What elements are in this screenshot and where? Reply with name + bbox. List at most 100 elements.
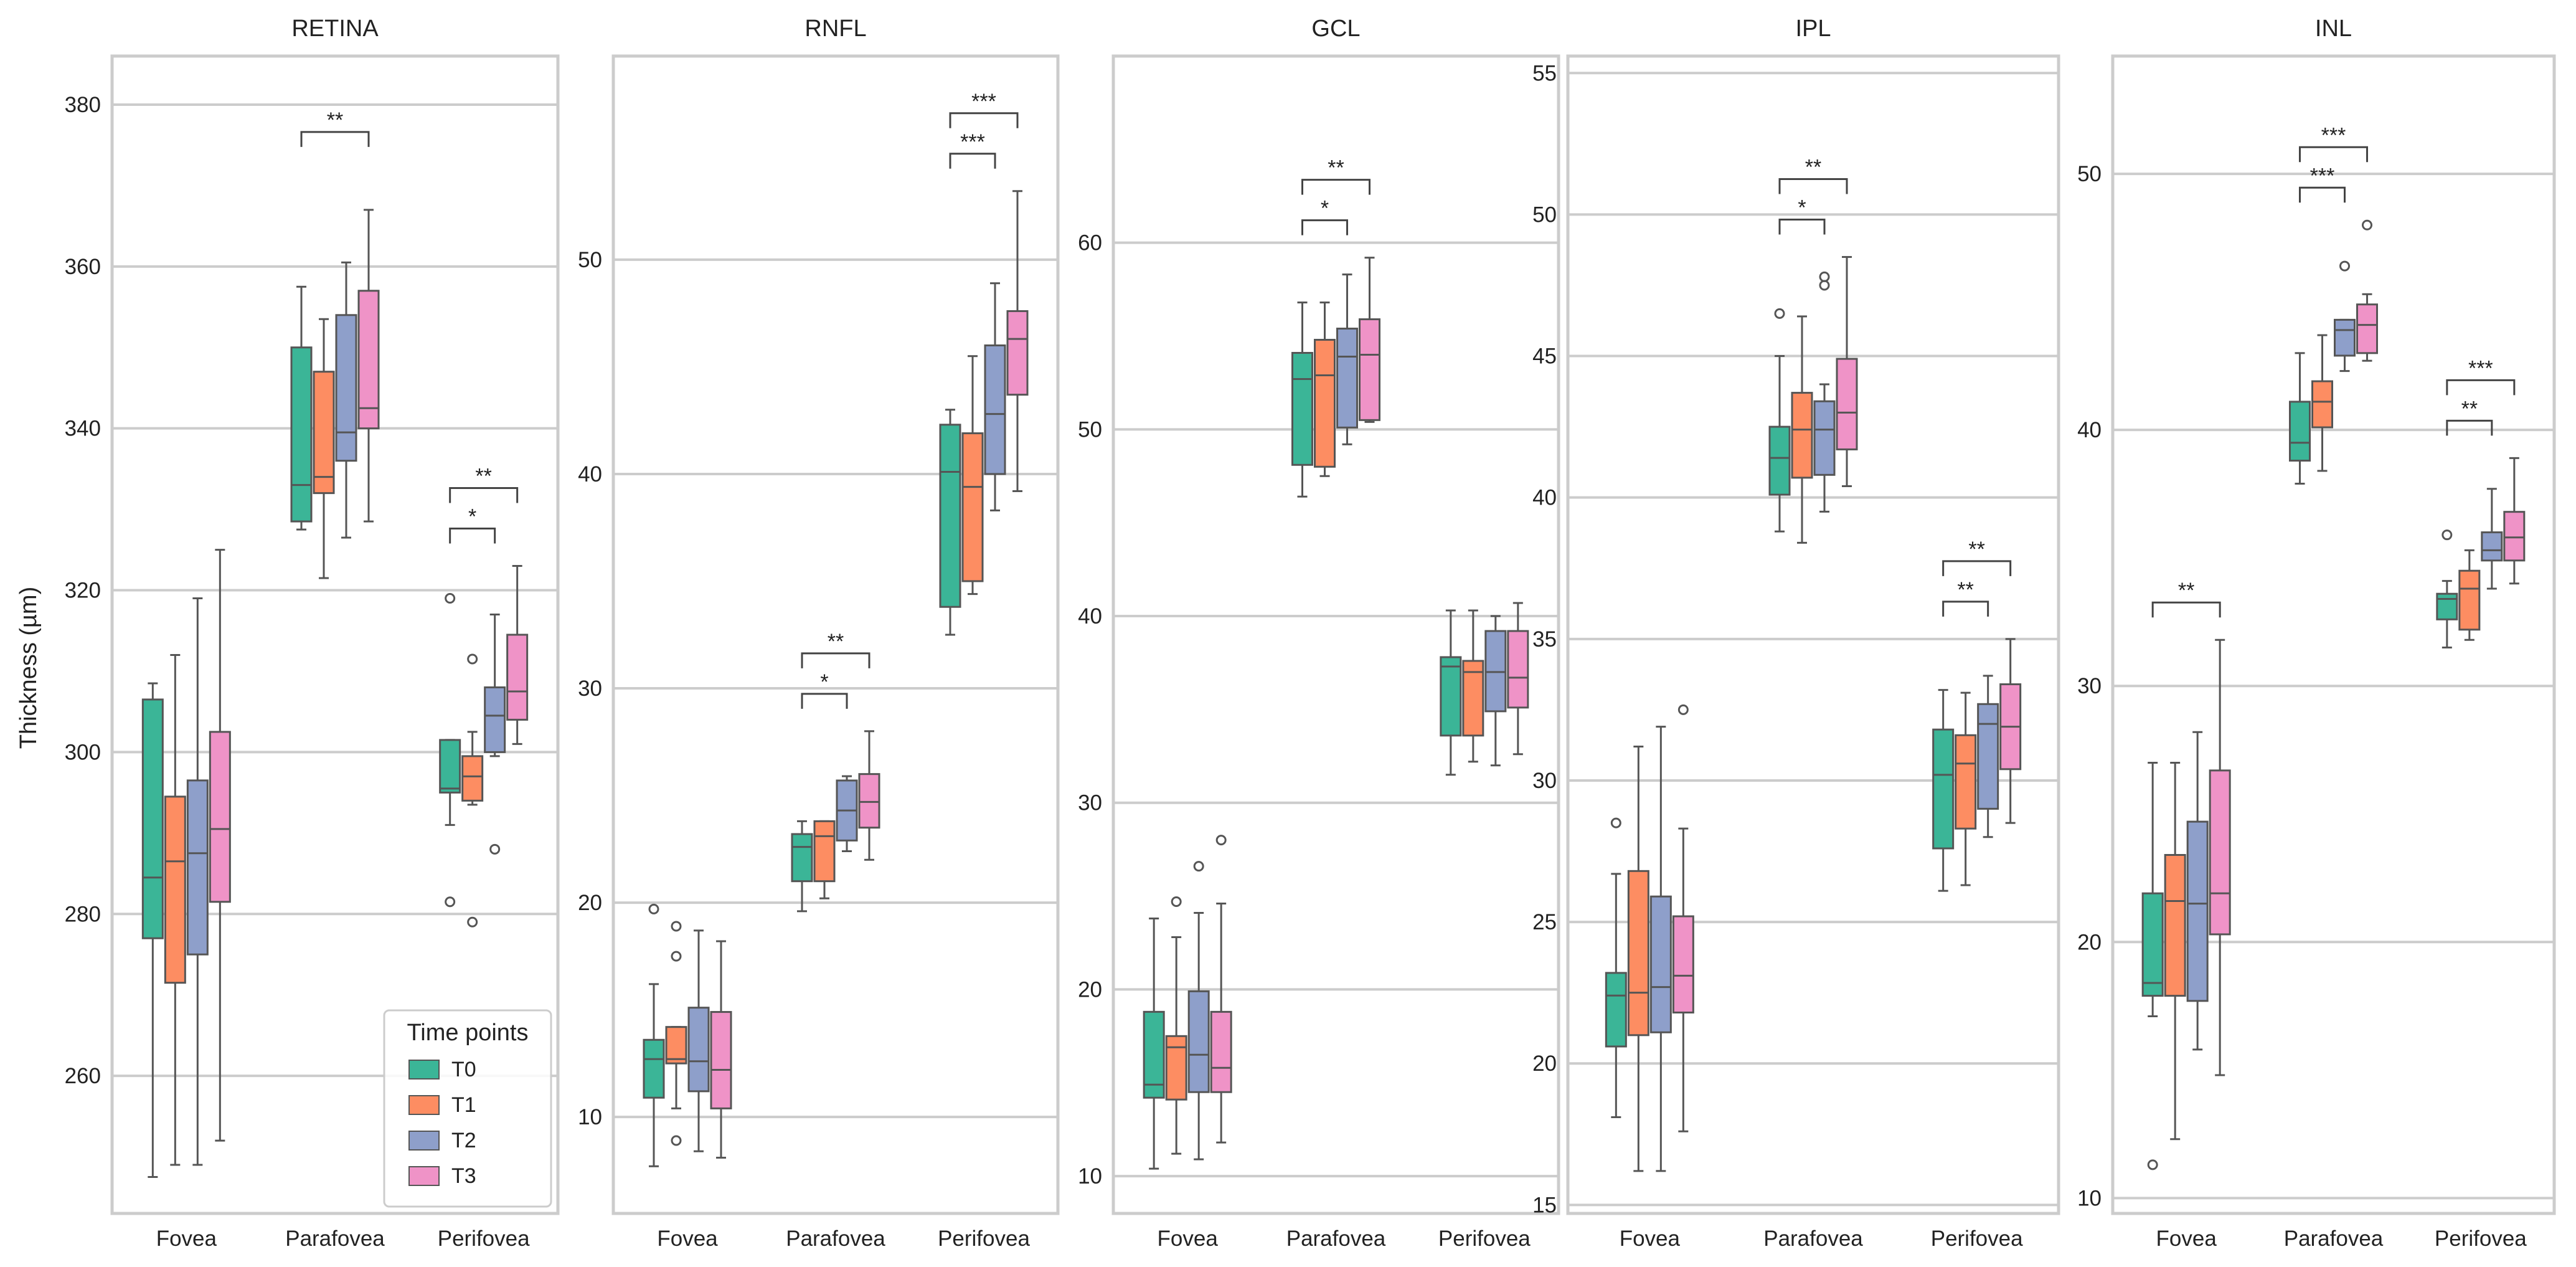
bracket-line [2299, 186, 2346, 203]
y-tick-label: 50 [1532, 202, 1557, 227]
box-parafovea-t1 [1314, 301, 1336, 477]
y-tick-label: 10 [2077, 1186, 2102, 1210]
y-tick-label: 55 [1532, 61, 1557, 85]
box-iqr [984, 344, 1006, 475]
outlier-point [648, 903, 659, 914]
x-tick-label: Perifovea [2435, 1227, 2527, 1251]
x-tick-label: Perifovea [1931, 1227, 2023, 1251]
significance-bracket: ** [801, 630, 870, 668]
panel-frame [1111, 54, 1560, 1215]
significance-label: * [468, 505, 476, 529]
panel-frame [611, 54, 1060, 1215]
box-iqr [665, 1026, 687, 1065]
box-iqr [141, 698, 164, 939]
box-iqr [1314, 339, 1336, 468]
box-perifovea-t1 [1462, 609, 1484, 763]
box-perifovea-t0 [439, 593, 461, 908]
outlier-point [1677, 704, 1689, 715]
box-iqr [2334, 318, 2356, 357]
y-tick-label: 60 [1078, 231, 1102, 255]
x-tick-label: Parafovea [285, 1227, 385, 1251]
box-parafovea-t2 [335, 261, 357, 539]
box-iqr [1336, 328, 1358, 429]
box-iqr [791, 833, 813, 883]
box-iqr [1359, 318, 1380, 421]
box-fovea-t2 [687, 929, 710, 1152]
box-parafovea-t0 [791, 820, 813, 913]
y-tick-label: 35 [1532, 627, 1557, 652]
box-iqr [209, 731, 231, 903]
box-iqr [2311, 380, 2333, 429]
box-iqr [1627, 870, 1649, 1037]
box-parafovea-t2 [1336, 273, 1358, 445]
y-tick-label: 260 [65, 1064, 101, 1088]
box-parafovea-t3 [1359, 257, 1380, 423]
x-tick-label: Fovea [1158, 1227, 1219, 1251]
panel-frame [110, 54, 560, 1215]
box-iqr [1291, 351, 1313, 466]
box-iqr [2481, 531, 2503, 562]
outlier-point [2442, 529, 2453, 541]
significance-label: * [820, 670, 828, 694]
box-parafovea-t3 [357, 209, 380, 523]
panels: 260 280 300 320 340 360 380 RETINA Fovea Parafove… [65, 16, 2556, 1251]
outlier-point [1774, 308, 1785, 319]
box-fovea-t1 [2164, 762, 2186, 1141]
y-tick-label: 340 [65, 417, 101, 441]
box-iqr [2289, 401, 2311, 462]
legend-swatch [408, 1060, 440, 1080]
y-tick-label: 360 [65, 255, 101, 279]
box-fovea-t2 [1187, 861, 1210, 1160]
y-tick-label: 45 [1532, 344, 1557, 369]
box-iqr [186, 779, 209, 956]
legend-title: Time points [407, 1020, 529, 1046]
box-parafovea-t2 [2334, 260, 2356, 373]
box-perifovea-t2 [484, 614, 506, 855]
bracket-line [2299, 146, 2368, 163]
bracket-line [449, 487, 519, 503]
x-tick-label: Fovea [156, 1227, 217, 1251]
box-iqr [1649, 895, 1672, 1033]
bracket-line [1942, 560, 2012, 576]
y-tick-label: 20 [578, 891, 602, 915]
box-iqr [1210, 1010, 1232, 1093]
box-iqr [2458, 569, 2481, 631]
y-tick-label: 30 [578, 676, 602, 701]
outlier-point [1171, 896, 1182, 908]
significance-bracket: * [801, 670, 848, 709]
y-tick-label: 15 [1532, 1193, 1557, 1217]
box-iqr [939, 424, 961, 608]
box-fovea-t2 [186, 597, 209, 1166]
y-tick-label: 30 [2077, 674, 2102, 698]
legend-box [383, 1009, 552, 1208]
significance-bracket: * [1778, 196, 1826, 235]
outlier-point [489, 843, 501, 855]
y-tick-label: 40 [2077, 418, 2102, 442]
outlier-point [1215, 835, 1227, 846]
x-tick-label: Parafovea [2284, 1227, 2384, 1251]
box-iqr [1440, 656, 1462, 737]
box-iqr [1143, 1010, 1165, 1099]
box-iqr [687, 1007, 710, 1093]
legend-item-t2: T2 [408, 1129, 476, 1152]
bracket-line [2151, 601, 2221, 618]
box-perifovea-t3 [1006, 190, 1029, 492]
legend-item-t1: T1 [408, 1093, 476, 1117]
box-iqr [1836, 358, 1858, 450]
box-fovea-t2 [2186, 731, 2209, 1051]
box-iqr [858, 773, 880, 829]
y-tick-label: 25 [1532, 910, 1557, 934]
legend-swatch [408, 1095, 440, 1115]
significance-label: ** [475, 465, 491, 488]
significance-label: *** [971, 90, 996, 113]
significance-label: ** [828, 630, 844, 653]
box-iqr [2503, 511, 2526, 562]
y-tick-label: 320 [65, 579, 101, 603]
box-perifovea-t0 [1932, 689, 1955, 892]
significance-bracket: ** [449, 465, 519, 503]
significance-label: ** [2178, 579, 2194, 602]
outlier-point [445, 896, 456, 908]
box-perifovea-t1 [2458, 549, 2481, 641]
